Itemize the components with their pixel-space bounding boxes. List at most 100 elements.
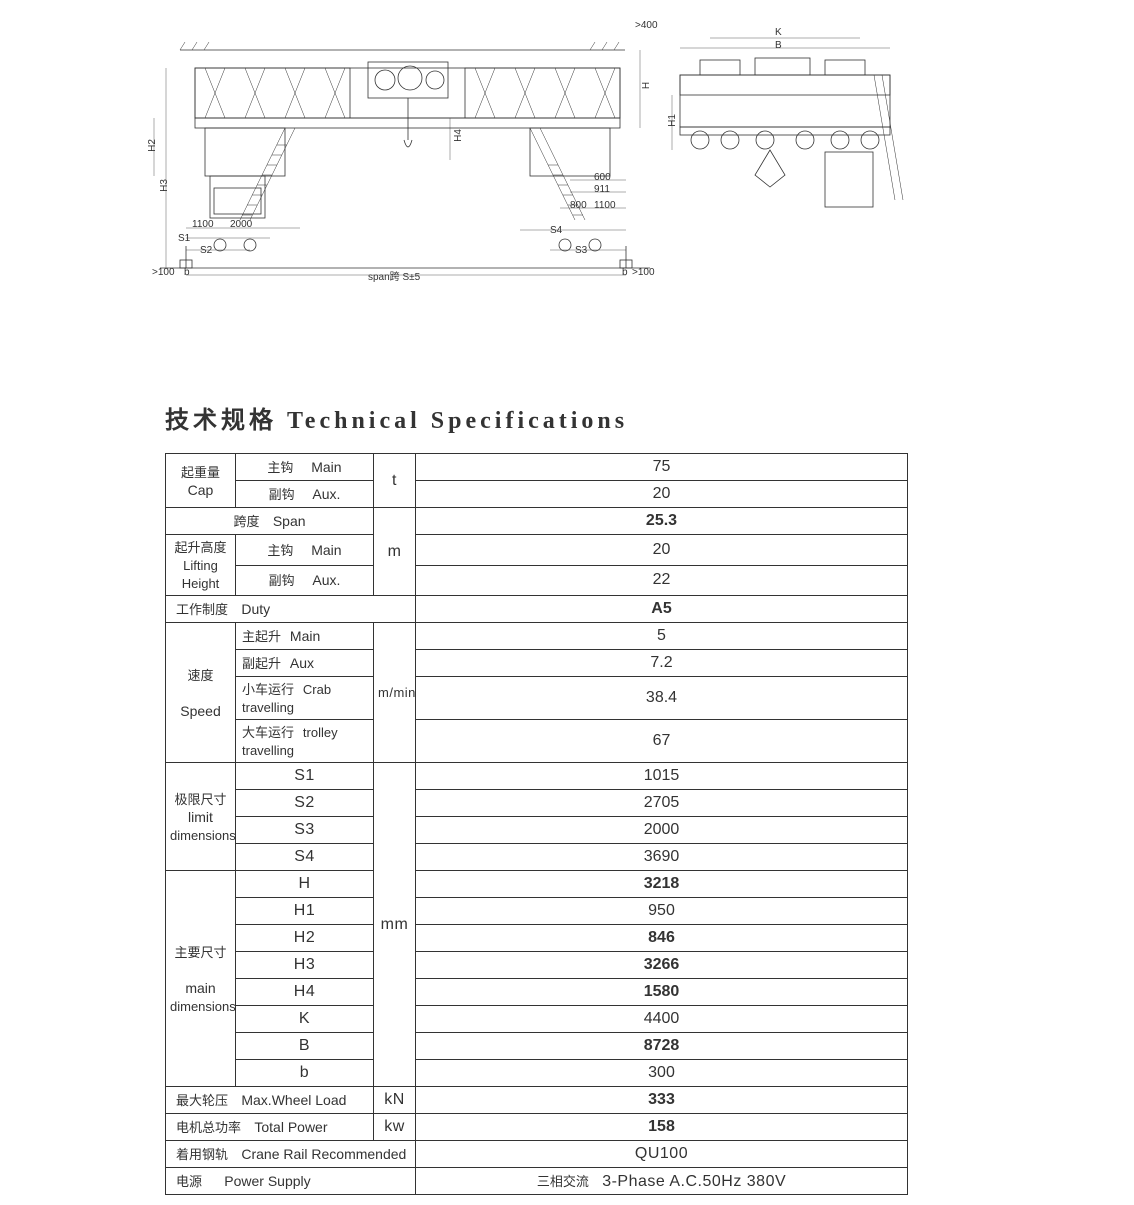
lift-label: 起升高度 Lifting Height [166, 535, 236, 596]
val-s2: 2705 [416, 790, 908, 817]
val-lift-aux: 22 [416, 565, 908, 596]
val-cap-main: 75 [416, 454, 908, 481]
lift-main-label: 主钩 Main [236, 535, 374, 566]
val-H2: 846 [416, 925, 908, 952]
speed-trolley-label: 大车运行 trolley travelling [236, 720, 374, 763]
dim-H: H [641, 82, 652, 89]
lift-cn: 起升高度 [174, 540, 226, 555]
dim-S1: S1 [178, 233, 190, 244]
val-span: 25.3 [416, 508, 908, 535]
dim-1100b: 1100 [594, 200, 616, 211]
val-duty: A5 [416, 596, 908, 623]
wheel-en: Max.Wheel Load [241, 1092, 346, 1108]
wheel-cn: 最大轮压 [176, 1093, 228, 1108]
dim-H2: H2 [147, 139, 158, 152]
val-wheel: 333 [416, 1087, 908, 1114]
unit-mm: mm [374, 763, 416, 1087]
label-b: b [236, 1060, 374, 1087]
label-H3: H3 [236, 952, 374, 979]
section-title: 技术规格 Technical Specifications [165, 400, 1124, 435]
dim-over100l: >100 [152, 267, 175, 278]
main-cn: 主钩 [267, 460, 293, 475]
cap-aux-label: 副钩 Aux. [236, 481, 374, 508]
rail-label: 着用钢轨 Crane Rail Recommended [166, 1141, 416, 1168]
unit-t: t [374, 454, 416, 508]
val-H3: 3266 [416, 952, 908, 979]
aux-en: Aux. [312, 486, 340, 502]
power-label: 电机总功率 Total Power [166, 1114, 374, 1141]
val-power: 158 [416, 1114, 908, 1141]
val-H4: 1580 [416, 979, 908, 1006]
dim-2000: 2000 [230, 219, 252, 230]
dim-S3: S3 [575, 245, 587, 256]
label-H: H [236, 871, 374, 898]
val-s3: 2000 [416, 817, 908, 844]
cap-main-label: 主钩 Main [236, 454, 374, 481]
label-K: K [236, 1006, 374, 1033]
span-en: Span [273, 513, 306, 529]
speed-aux-cn: 副起升 [242, 656, 281, 671]
duty-label: 工作制度 Duty [166, 596, 416, 623]
maindim-en1: main [185, 980, 215, 996]
lift-en2: Height [182, 576, 220, 591]
label-s3: S3 [236, 817, 374, 844]
speed-crab-label: 小车运行 Crab travelling [236, 677, 374, 720]
supply-en: Power Supply [224, 1173, 310, 1189]
val-s1: 1015 [416, 763, 908, 790]
dim-S2: S2 [200, 245, 212, 256]
dim-H4: H4 [453, 129, 464, 142]
span-label: 跨度 Span [166, 508, 374, 535]
wheel-label: 最大轮压 Max.Wheel Load [166, 1087, 374, 1114]
dim-over400: >400 [635, 20, 658, 31]
val-speed-crab: 38.4 [416, 677, 908, 720]
lift-en1: Lifting [183, 558, 218, 573]
val-speed-main: 5 [416, 623, 908, 650]
speed-cn: 速度 [187, 668, 213, 683]
duty-en: Duty [241, 601, 270, 617]
rail-en: Crane Rail Recommended [241, 1146, 406, 1162]
val-supply: 三相交流 3-Phase A.C.50Hz 380V [416, 1168, 908, 1195]
supply-val-en: 3-Phase A.C.50Hz 380V [602, 1173, 786, 1190]
limit-en2: dimensions [170, 828, 236, 843]
limit-cn: 极限尺寸 [174, 792, 226, 807]
val-Bv: 8728 [416, 1033, 908, 1060]
trolley-cn: 大车运行 [242, 725, 294, 740]
dim-B: B [775, 40, 782, 51]
val-rail: QU100 [416, 1141, 908, 1168]
dim-600: 600 [594, 172, 611, 183]
duty-cn: 工作制度 [176, 602, 228, 617]
label-H1: H1 [236, 898, 374, 925]
maindim-label: 主要尺寸 main dimensions [166, 871, 236, 1087]
aux-cn: 副钩 [269, 487, 295, 502]
val-lift-main: 20 [416, 535, 908, 566]
cap-cn: 起重量 [181, 465, 220, 480]
val-H1: 950 [416, 898, 908, 925]
dim-H1: H1 [667, 114, 678, 127]
lift-aux-en: Aux. [312, 572, 340, 588]
val-H: 3218 [416, 871, 908, 898]
limit-label: 极限尺寸 limit dimensions [166, 763, 236, 871]
supply-label: 电源 Power Supply [166, 1168, 416, 1195]
speed-main-label: 主起升 Main [236, 623, 374, 650]
dim-over100r: >100 [632, 267, 655, 278]
lift-aux-cn: 副钩 [269, 573, 295, 588]
unit-kn: kN [374, 1087, 416, 1114]
unit-m: m [374, 508, 416, 596]
cap-label: 起重量 Cap [166, 454, 236, 508]
val-s4: 3690 [416, 844, 908, 871]
maindim-en2: dimensions [170, 999, 236, 1014]
dim-span: span跨 S±5 [368, 268, 420, 283]
main-en: Main [311, 459, 341, 475]
label-H4: H4 [236, 979, 374, 1006]
cap-en: Cap [188, 482, 214, 498]
lift-main-cn: 主钩 [267, 543, 293, 558]
val-speed-trolley: 67 [416, 720, 908, 763]
label-s2: S2 [236, 790, 374, 817]
dim-911: 911 [594, 184, 610, 195]
speed-main-en: Main [290, 628, 320, 644]
dim-H3: H3 [159, 179, 170, 192]
speed-aux-en: Aux [290, 655, 314, 671]
unit-kw: kw [374, 1114, 416, 1141]
val-cap-aux: 20 [416, 481, 908, 508]
label-s1: S1 [236, 763, 374, 790]
